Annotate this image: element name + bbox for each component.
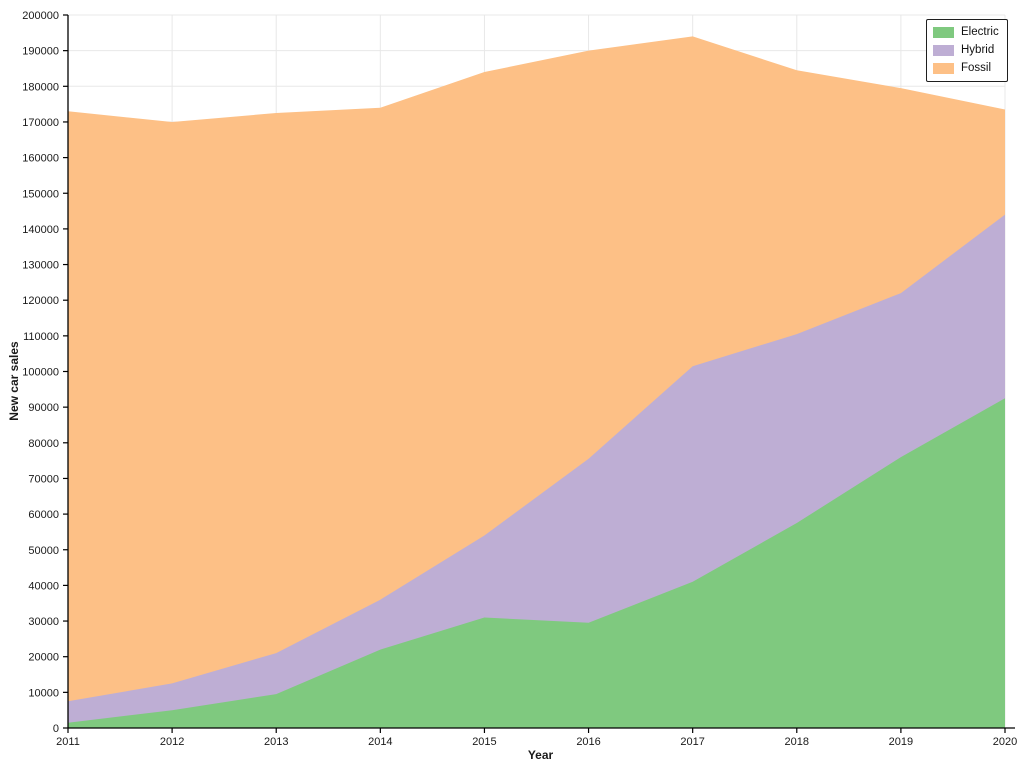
x-tick-label: 2011: [56, 736, 80, 748]
legend-label: Electric: [961, 25, 999, 38]
y-tick-label: 110000: [23, 331, 59, 343]
y-tick-label: 130000: [22, 260, 59, 272]
x-tick-label: 2013: [264, 736, 288, 748]
y-tick-label: 50000: [28, 545, 59, 557]
y-tick-label: 120000: [22, 295, 59, 307]
y-tick-label: 40000: [28, 580, 59, 592]
y-tick-label: 180000: [22, 81, 59, 93]
fossil-swatch: [933, 63, 954, 74]
y-tick-label: 70000: [28, 473, 59, 485]
y-tick-label: 160000: [22, 153, 59, 165]
y-tick-label: 140000: [22, 224, 59, 236]
y-tick-label: 90000: [28, 402, 59, 414]
x-tick-label: 2016: [576, 736, 600, 748]
y-tick-label: 80000: [28, 438, 59, 450]
legend: Electric Hybrid Fossil: [926, 19, 1008, 82]
legend-label: Hybrid: [961, 43, 995, 56]
x-tick-label: 2018: [785, 736, 809, 748]
legend-label: Fossil: [961, 61, 992, 74]
y-axis-title: New car sales: [7, 341, 21, 421]
x-tick-label: 2017: [680, 736, 704, 748]
legend-item-electric: Electric: [933, 25, 999, 40]
x-tick-label: 2014: [368, 736, 392, 748]
y-tick-label: 200000: [22, 10, 59, 22]
hybrid-swatch: [933, 45, 954, 56]
area-electric: [68, 398, 1005, 728]
y-tick-label: 0: [53, 723, 59, 735]
x-tick-label: 2020: [993, 736, 1017, 748]
y-tick-label: 150000: [22, 188, 59, 200]
legend-item-fossil: Fossil: [933, 61, 999, 76]
y-tick-label: 10000: [28, 687, 59, 699]
x-axis-title: Year: [527, 748, 554, 762]
x-tick-label: 2015: [472, 736, 496, 748]
legend-item-hybrid: Hybrid: [933, 43, 999, 58]
y-tick-label: 170000: [22, 117, 59, 129]
y-tick-label: 190000: [22, 46, 59, 58]
x-tick-label: 2019: [889, 736, 913, 748]
electric-swatch: [933, 27, 954, 38]
x-tick-label: 2012: [160, 736, 184, 748]
y-tick-label: 30000: [28, 616, 59, 628]
y-tick-label: 100000: [22, 367, 59, 379]
y-tick-label: 20000: [28, 652, 59, 664]
y-tick-label: 60000: [28, 509, 59, 521]
